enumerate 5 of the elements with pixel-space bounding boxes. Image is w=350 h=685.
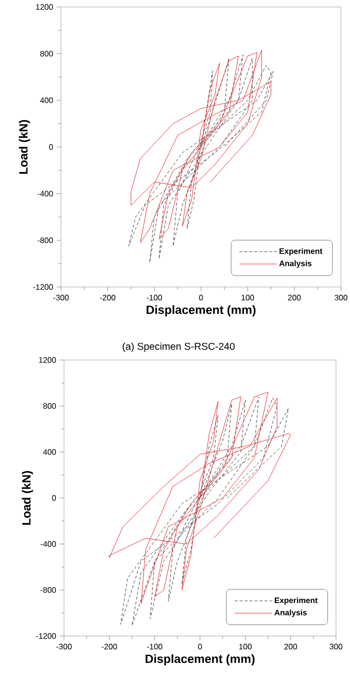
text: (a) Specimen S-RSC-240 [122,342,235,352]
x-axis-title: Displacement (mm) [146,654,255,666]
x-axis-title: Displacement (mm) [146,305,256,316]
y-axis-title: Load (kN) [22,471,33,525]
y-axis-title: Load (kN) [18,120,30,174]
